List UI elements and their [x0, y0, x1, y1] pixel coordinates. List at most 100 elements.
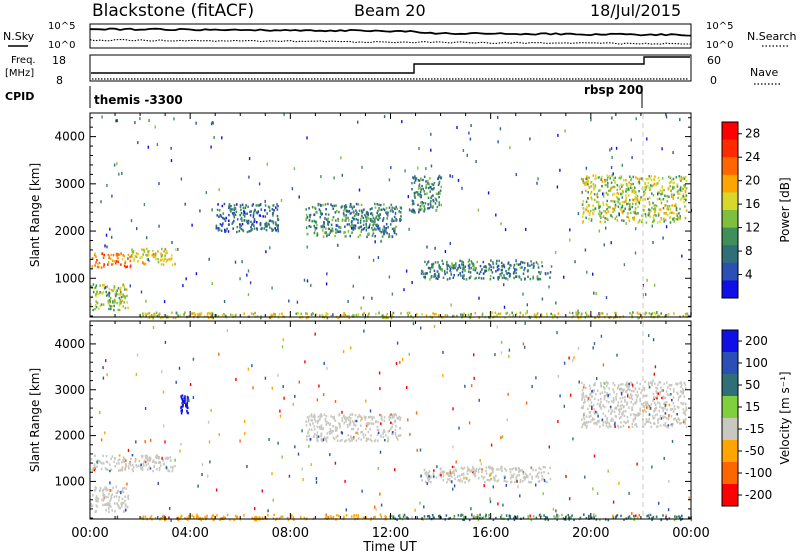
scatter-cell-region-2 [306, 438, 308, 441]
scatter-cell-region-3 [440, 473, 442, 477]
scatter-cell-region-6 [399, 513, 401, 517]
scatter-cell-region-0 [100, 252, 103, 255]
scatter-cell-region-0 [136, 465, 138, 468]
scatter-cell-region-7 [184, 395, 186, 398]
scatter-cell-region-2 [349, 422, 352, 425]
scatter-cell-region-2 [376, 428, 379, 432]
scatter-cell-sparse [557, 420, 559, 423]
scatter-cell-region-2 [114, 300, 116, 304]
scatter-cell-region-4 [597, 398, 600, 402]
scatter-cell-region-4 [461, 270, 464, 274]
scatter-cell-region-6 [631, 189, 634, 193]
scatter-cell-region-1 [153, 253, 155, 256]
scatter-cell-region-6 [672, 218, 674, 221]
scatter-cell-region-1 [143, 250, 146, 253]
scatter-cell-region-3 [351, 207, 354, 210]
scatter-cell-region-3 [345, 214, 348, 217]
scatter-cell-region-3 [369, 218, 372, 221]
scatter-cell-region-6 [628, 199, 631, 202]
scatter-cell-region-1 [102, 503, 104, 507]
scatter-cell-sparse [368, 225, 370, 229]
scatter-cell-sparse [223, 300, 226, 303]
colorbar-tick-label: 24 [745, 150, 760, 164]
scatter-cell-region-1 [144, 262, 146, 266]
colorbar-tick-label: 28 [745, 127, 760, 141]
scatter-cell-region-7 [248, 230, 251, 233]
scatter-cell-region-6 [438, 516, 441, 519]
scatter-cell-region-3 [321, 229, 324, 232]
scatter-cell-sparse [139, 117, 141, 121]
scatter-cell-region-4 [523, 268, 525, 272]
scatter-cell-region-2 [386, 440, 389, 443]
scatter-cell-region-4 [644, 394, 646, 398]
scatter-cell-sparse [293, 167, 296, 171]
scatter-cell-region-1 [108, 505, 110, 508]
scatter-cell-sparse [600, 334, 603, 338]
scatter-cell-sparse [555, 509, 557, 513]
scatter-cell-region-8 [232, 314, 234, 317]
scatter-cell-region-6 [676, 218, 678, 221]
scatter-cell-region-5 [417, 187, 420, 190]
scatter-cell-region-0 [131, 454, 134, 457]
scatter-cell-sparse [280, 198, 283, 202]
scatter-cell-region-4 [650, 381, 652, 384]
scatter-cell-region-3 [349, 205, 351, 208]
scatter-cell-region-8 [230, 313, 232, 316]
scatter-cell-region-6 [676, 214, 679, 217]
scatter-cell-region-5 [433, 181, 436, 185]
scatter-cell-region-2 [399, 418, 401, 421]
scatter-cell-region-4 [679, 394, 682, 398]
scatter-cell-region-0 [123, 264, 126, 268]
scatter-cell-region-6 [663, 220, 665, 223]
colorbar-swatch [722, 227, 738, 246]
scatter-cell-region-7 [186, 409, 188, 413]
scatter-cell-region-6 [627, 202, 630, 205]
scatter-cell-region-3 [539, 468, 542, 471]
scatter-cell-region-7 [217, 227, 220, 230]
scatter-cell-region-2 [339, 439, 342, 442]
scatter-cell-region-1 [105, 496, 107, 499]
scatter-cell-region-0 [121, 466, 124, 469]
scatter-cell-region-4 [671, 424, 673, 428]
scatter-cell-region-4 [644, 409, 646, 412]
scatter-cell-region-6 [629, 186, 632, 190]
scatter-cell-region-8 [524, 312, 527, 315]
scatter-cell-region-6 [635, 176, 637, 179]
scatter-cell-region-3 [393, 229, 396, 232]
scatter-cell-region-4 [492, 262, 495, 266]
scatter-cell-region-2 [329, 432, 331, 435]
scatter-cell-region-3 [529, 473, 531, 476]
scatter-cell-region-8 [505, 312, 507, 315]
scatter-cell-region-6 [604, 217, 606, 220]
scatter-cell-region-3 [442, 478, 444, 482]
scatter-cell-region-3 [379, 217, 381, 220]
scatter-cell-region-6 [622, 183, 624, 187]
scatter-cell-region-2 [124, 296, 126, 300]
scatter-cell-region-3 [391, 227, 394, 231]
scatter-cell-region-5 [419, 205, 422, 208]
scatter-cell-sparse [497, 115, 499, 119]
scatter-cell-region-3 [475, 467, 478, 471]
scatter-cell-region-1 [93, 489, 96, 492]
scatter-cell-region-2 [360, 431, 362, 434]
scatter-cell-region-7 [185, 403, 187, 406]
scatter-cell-region-3 [531, 475, 533, 478]
scatter-cell-region-3 [315, 227, 318, 230]
scatter-cell-region-4 [498, 259, 500, 263]
scatter-cell-region-4 [582, 405, 585, 408]
scatter-cell-region-4 [632, 420, 635, 423]
scatter-cell-region-4 [674, 417, 677, 420]
scatter-cell-region-3 [503, 476, 506, 480]
scatter-cell-sparse [104, 244, 106, 248]
scatter-cell-region-5 [418, 211, 420, 214]
scatter-cell-region-5 [413, 202, 415, 205]
scatter-cell-region-6 [556, 515, 558, 518]
scatter-cell-region-4 [613, 390, 615, 394]
scatter-cell-region-2 [307, 432, 309, 435]
scatter-cell-region-2 [362, 433, 364, 436]
scatter-cell-region-3 [314, 226, 317, 230]
scatter-cell-region-3 [449, 473, 452, 477]
scatter-cell-sparse [218, 433, 220, 437]
scatter-cell-sparse [315, 477, 318, 480]
scatter-cell-region-6 [611, 174, 613, 177]
